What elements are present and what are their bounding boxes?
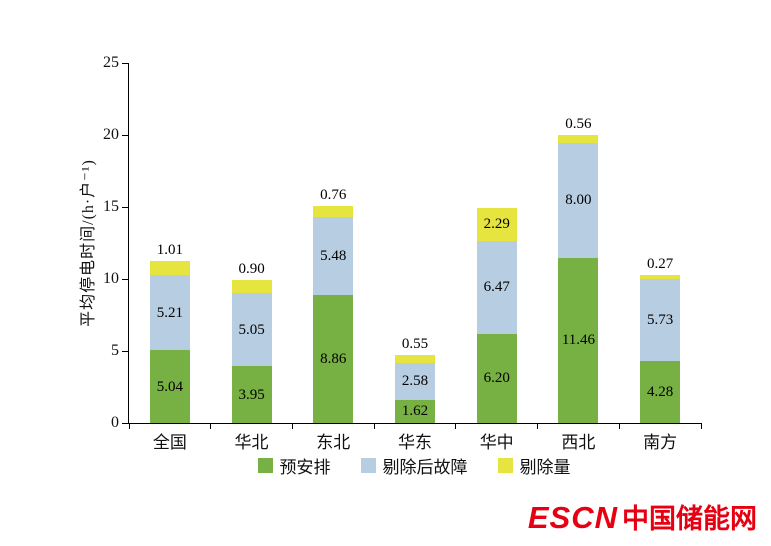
bar-segment [558,257,599,423]
bar-value-label: 5.04 [156,378,183,395]
bar-segment [313,216,354,296]
bar-value-label: 6.47 [483,279,510,296]
x-axis-tick [128,423,130,429]
x-axis-category: 西北 [561,433,596,452]
bar-value-label: 0.56 [565,115,592,132]
y-axis-tick [122,62,129,64]
x-axis-category: 华东 [397,433,432,452]
y-axis-tick [122,134,129,136]
x-axis-category: 全国 [152,433,187,452]
bar-segment [149,275,190,351]
bar-value-label: 11.46 [561,332,596,349]
y-axis-title: 平均停电时间/(h·户⁻¹) [80,159,97,327]
y-axis-tick [122,422,129,424]
brand-logo: ESCN 中国储能网 [528,497,757,536]
bar-segment [558,142,599,258]
y-axis-tick [122,350,129,352]
bar-segment [640,361,681,423]
y-axis-tick-label: 0 [111,414,119,431]
legend-item: 剔除后故障 [360,453,468,478]
bar-value-label: 8.00 [565,192,592,209]
y-axis-tick-label: 10 [103,270,119,287]
bar-value-label: 5.73 [647,312,674,329]
bar-segment [231,280,272,294]
x-axis-tick [700,423,702,429]
x-axis-category: 华北 [234,433,269,452]
legend-swatch [497,457,513,473]
bar-value-label: 5.21 [156,304,183,321]
bar-segment [231,293,272,367]
bar-segment [476,207,517,241]
bar-segment [640,274,681,279]
legend-swatch [360,457,376,473]
bar-segment [149,350,190,423]
bar-segment [395,362,435,400]
bar-segment [395,399,435,423]
y-axis-tick-label: 5 [111,342,119,359]
bar-segment [476,240,517,334]
bar-value-label: 1.62 [401,403,429,420]
plot-area: 0 5 10 15 20 25 5.04 5.21 1.01 全国 3.95 5.05 0.90 华北 8.… [103,54,702,452]
x-axis-category: 华中 [479,433,514,452]
brand-escn-text: ESCN [527,500,618,535]
bar-value-label: 3.95 [238,386,265,403]
bar-segment [313,205,354,217]
bar-segment [476,333,517,423]
x-axis-tick [455,423,457,429]
y-axis-tick [122,278,129,280]
x-axis-tick [537,423,539,429]
bar-value-label: 0.90 [238,261,265,278]
legend: 预安排 剔除后故障 剔除量 [128,452,700,478]
legend-item: 剔除量 [497,453,571,478]
bar-segment [313,295,354,423]
x-axis-tick [210,423,212,429]
bar-value-label: 4.28 [647,384,674,401]
y-axis-tick-label: 15 [103,198,119,215]
bar-segment [558,134,599,143]
legend-label: 预安排 [279,457,331,477]
legend-label: 剔除后故障 [382,457,468,477]
bar-segment [395,354,435,363]
x-axis-tick [373,423,375,429]
bar-value-label: 0.55 [401,335,429,352]
bar-value-label: 0.76 [320,186,347,203]
bar-value-label: 8.86 [320,351,347,368]
x-axis-category: 南方 [643,433,678,452]
legend-item: 预安排 [257,453,331,478]
bar-value-label: 6.20 [483,370,510,387]
bar-segment [149,260,190,276]
x-axis-category: 东北 [316,433,351,452]
legend-label: 剔除量 [519,457,571,477]
y-axis-tick-label: 20 [103,126,119,143]
bar-segment [231,366,272,423]
x-axis-tick [618,423,620,429]
bar-value-label: 2.29 [483,216,510,233]
legend-swatch [257,457,273,473]
y-axis-tick [122,206,129,208]
bar-value-label: 2.58 [401,373,429,390]
x-axis-tick [291,423,293,429]
bar-value-label: 0.27 [647,255,674,272]
bar-value-label: 5.48 [320,247,347,264]
bar-segment [640,278,681,362]
y-axis-tick-label: 25 [103,54,119,71]
bar-value-label: 5.05 [238,321,265,338]
brand-site-name: 中国储能网 [622,504,757,534]
bar-value-label: 1.01 [156,241,183,258]
